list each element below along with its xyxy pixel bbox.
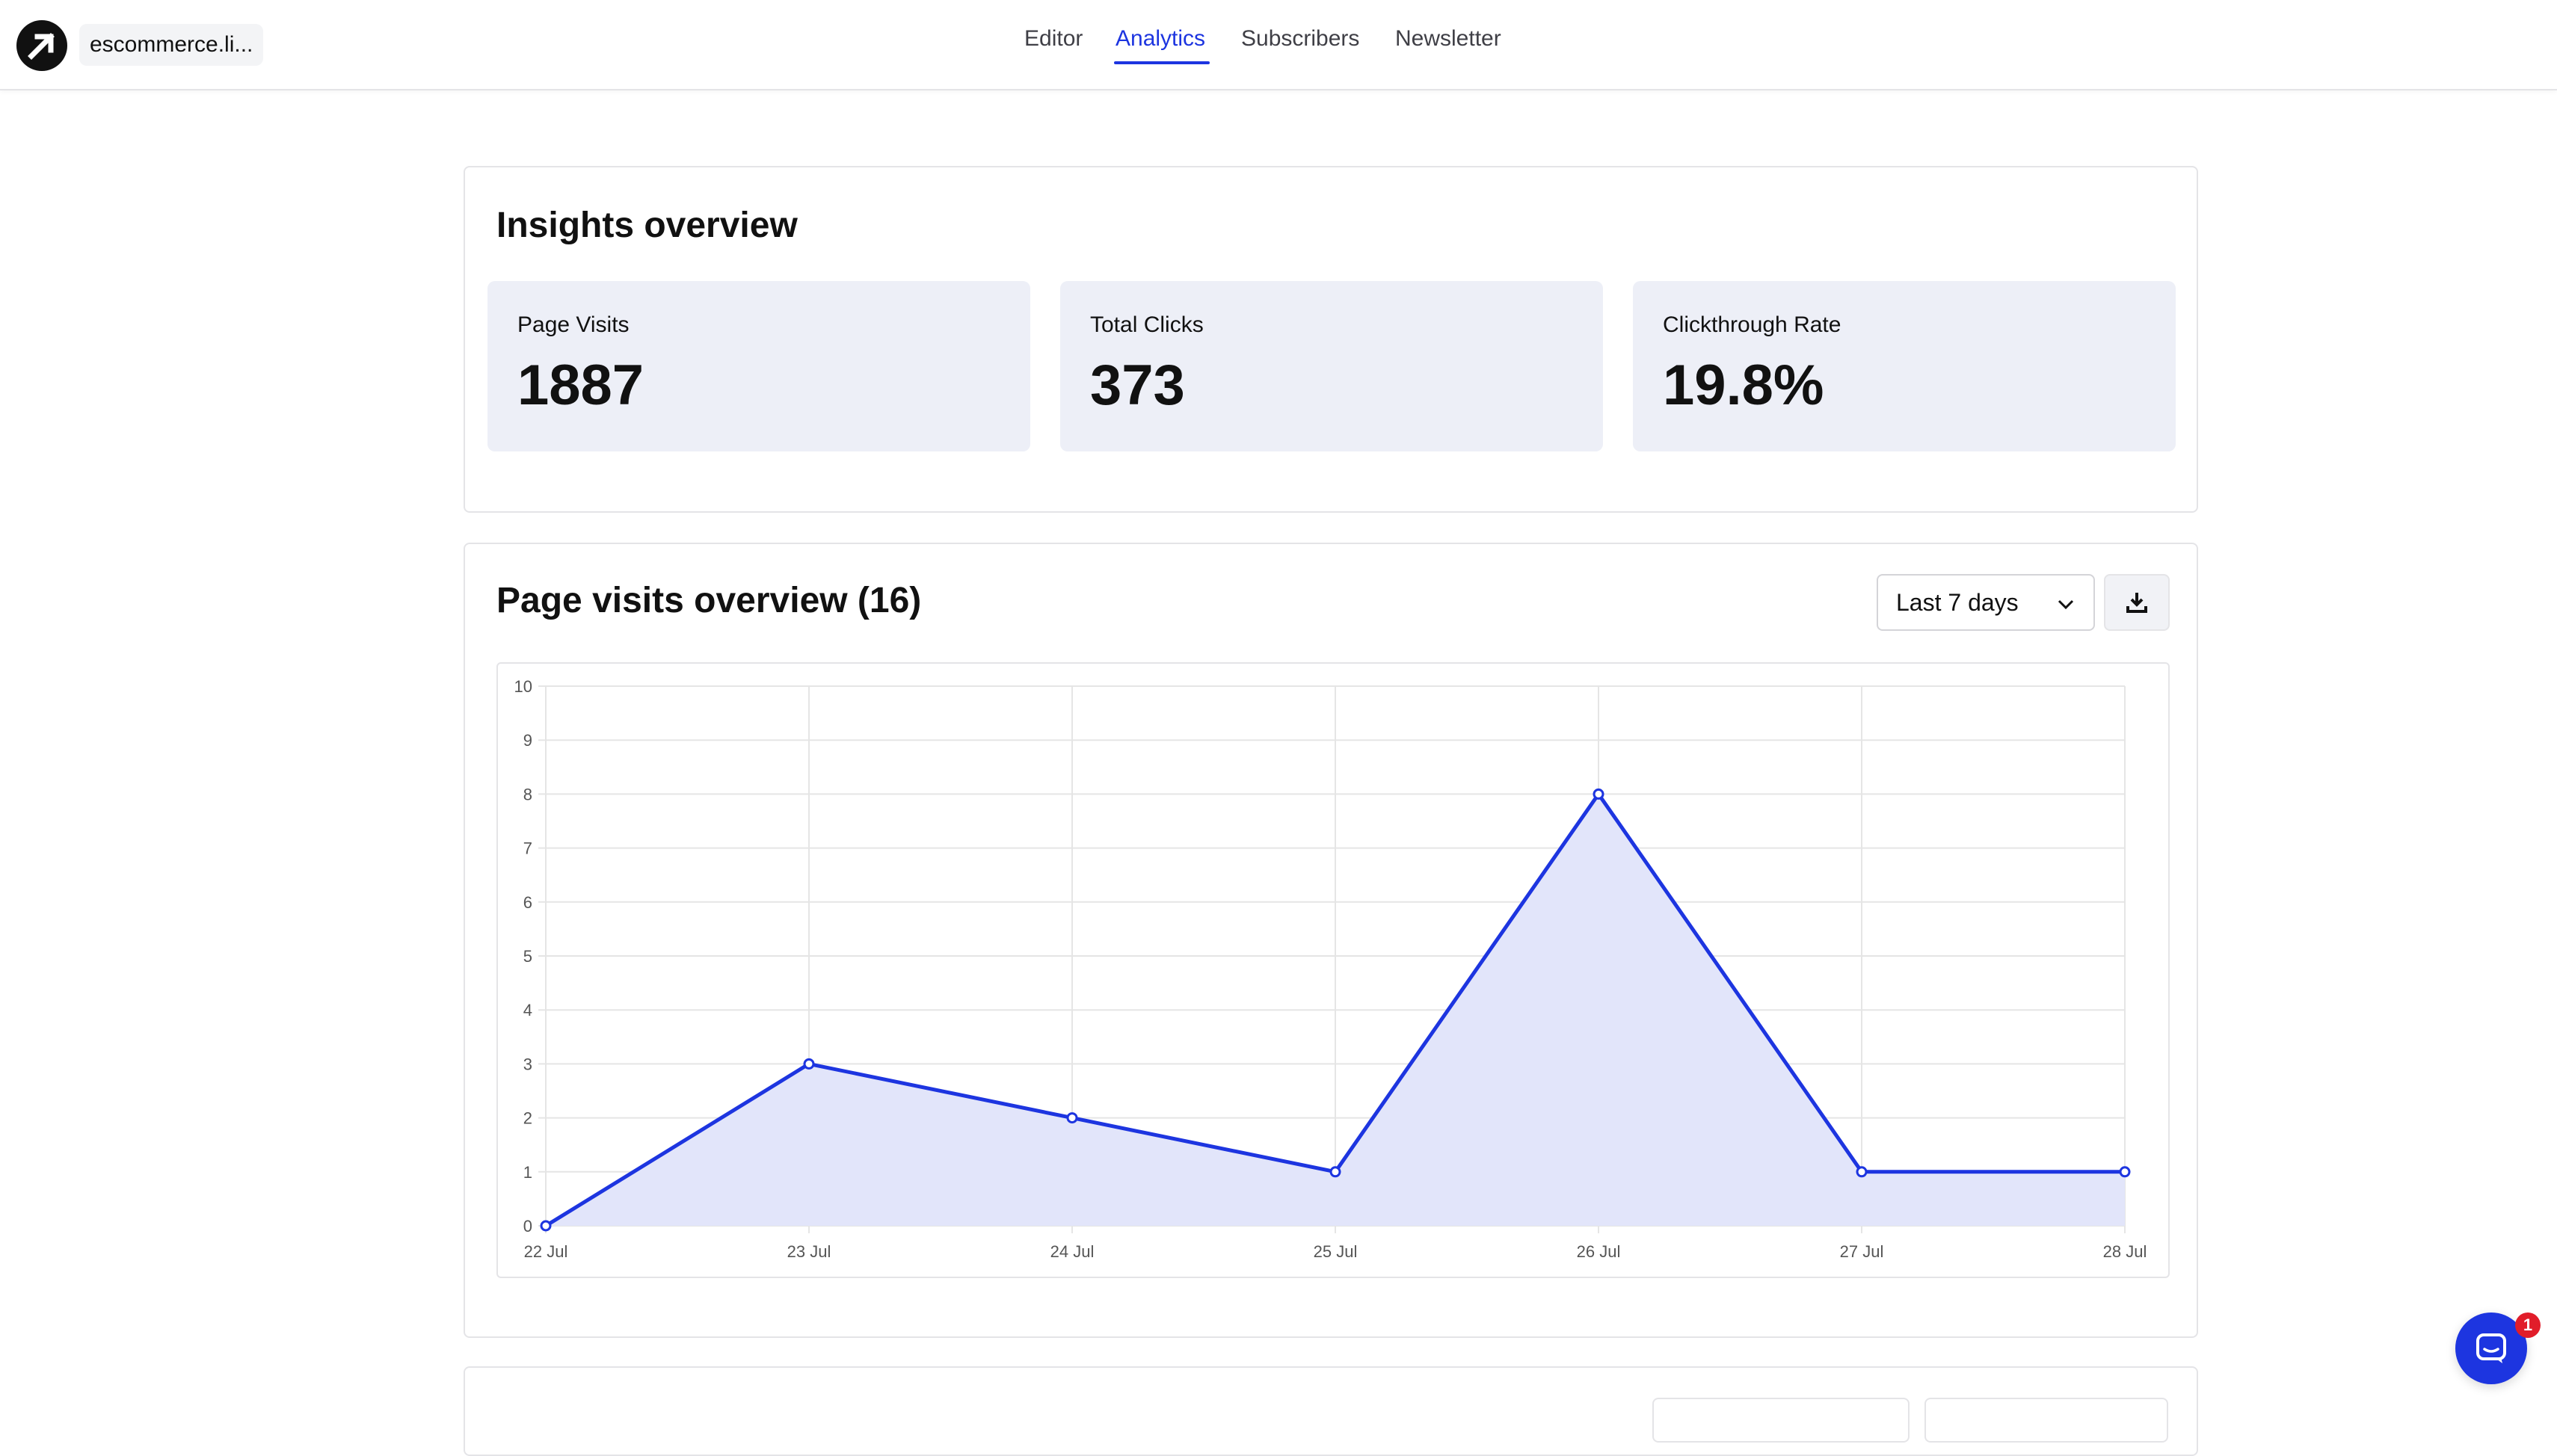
y-tick-label: 0 [523,1217,532,1236]
stat-clickthrough-rate: Clickthrough Rate 19.8% [1633,281,2176,451]
y-tick-label: 9 [523,731,532,750]
y-tick-label: 7 [523,839,532,858]
download-icon [2126,593,2147,613]
y-tick-label: 10 [514,677,532,696]
y-tick-label: 8 [523,785,532,803]
stat-value: 373 [1090,354,1185,417]
x-tick-label: 24 Jul [1050,1242,1095,1261]
tab-newsletter[interactable]: Newsletter [1395,26,1501,51]
site-selector[interactable]: escommerce.li... [79,24,263,66]
x-tick-label: 27 Jul [1840,1242,1884,1261]
data-point [1593,788,1604,800]
page-visits-card: Page visits overview (16) Last 7 days 0 1… [464,543,2198,1338]
logo-icon[interactable] [16,20,67,71]
y-tick-label: 6 [523,893,532,912]
y-tick-label: 4 [523,1001,532,1019]
data-point [1066,1112,1078,1124]
main-nav: Editor Analytics Subscribers Newsletter [0,0,2557,90]
y-tick-label: 1 [523,1163,532,1182]
download-button[interactable] [2104,574,2170,631]
x-tick-label: 23 Jul [787,1242,831,1261]
tab-analytics[interactable]: Analytics [1116,26,1206,51]
x-tick-label: 25 Jul [1314,1242,1358,1261]
active-tab-indicator [1114,61,1210,64]
date-range-select[interactable]: Last 7 days [1877,574,2095,631]
stat-value: 19.8% [1663,354,1824,417]
stat-label: Page Visits [517,312,630,337]
chat-unread-badge: 1 [2515,1312,2541,1338]
stat-label: Total Clicks [1090,312,1204,337]
data-point [540,1220,552,1232]
insights-title: Insights overview [496,206,798,245]
links-card [464,1366,2198,1456]
y-tick-label: 3 [523,1055,532,1073]
date-range-value: Last 7 days [1896,589,2019,616]
tab-subscribers[interactable]: Subscribers [1241,26,1360,51]
x-tick-label: 26 Jul [1577,1242,1621,1261]
page-visits-title: Page visits overview (16) [496,581,922,620]
stat-label: Clickthrough Rate [1663,312,1841,337]
x-tick-label: 22 Jul [524,1242,568,1261]
data-point [1856,1166,1868,1178]
chevron-down-icon [2058,599,2074,610]
y-tick-label: 5 [523,947,532,966]
stat-total-clicks: Total Clicks 373 [1060,281,1603,451]
top-bar: escommerce.li... Editor Analytics Subscr… [0,0,2557,90]
y-tick-label: 2 [523,1109,532,1128]
x-tick-label: 28 Jul [2103,1242,2147,1261]
chat-icon [2476,1333,2506,1363]
insights-card: Insights overview Page Visits 1887 Total… [464,166,2198,513]
links-sort-button[interactable] [1924,1398,2168,1443]
visits-area [546,794,2125,1226]
stat-value: 1887 [517,354,644,417]
stat-page-visits: Page Visits 1887 [487,281,1030,451]
chart-svg: 0 1 2 3 4 5 6 7 8 9 10 22 Jul 23 Jul 24 Jul 25 Jul 26 J… [514,677,2147,1261]
data-point [1329,1166,1341,1178]
links-filter-button[interactable] [1652,1398,1910,1443]
page-visits-chart: 0 1 2 3 4 5 6 7 8 9 10 22 Jul 23 Jul 24 Jul 25 Jul 26 J… [496,662,2170,1278]
data-point [2119,1166,2131,1178]
data-point [803,1058,815,1070]
tab-editor[interactable]: Editor [1024,26,1083,51]
